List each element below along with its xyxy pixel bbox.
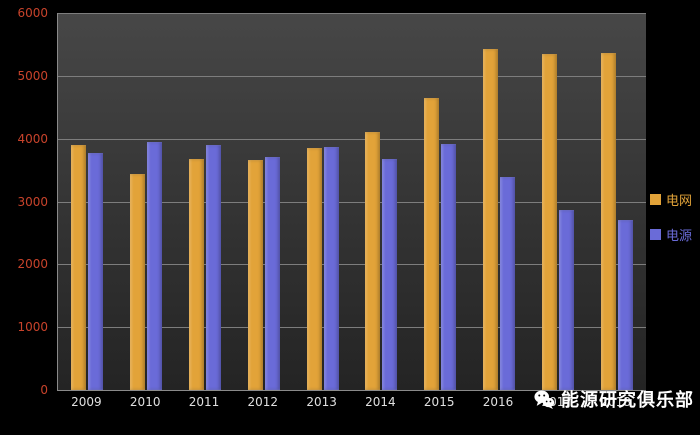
bar-series0-2009 bbox=[71, 144, 87, 390]
x-axis-labels: 2009 2010 2011 2012 2013 2014 2015 2016 2017 2018 bbox=[0, 395, 700, 415]
gridline bbox=[58, 138, 646, 140]
x-tick-label: 2010 bbox=[129, 395, 161, 409]
bar-group-2014 bbox=[352, 13, 411, 390]
bar-series1-2017 bbox=[558, 209, 574, 390]
bar-group-2013 bbox=[293, 13, 352, 390]
y-tick-label: 4000 bbox=[17, 131, 48, 146]
legend-item: 电源 bbox=[650, 225, 692, 244]
bar-series1-2013 bbox=[323, 147, 339, 390]
wechat-icon bbox=[534, 390, 555, 409]
gridline bbox=[58, 13, 646, 14]
bar-series1-2010 bbox=[147, 141, 163, 390]
x-tick-label: 2013 bbox=[306, 395, 337, 409]
y-tick-label: 0 bbox=[40, 383, 48, 397]
bar-group-2011 bbox=[176, 13, 235, 390]
legend-swatch bbox=[650, 194, 661, 205]
x-tick-label: 2016 bbox=[482, 395, 514, 409]
plot-area bbox=[57, 13, 646, 391]
bar-series1-2015 bbox=[441, 143, 457, 390]
bar-series1-2009 bbox=[88, 152, 104, 390]
bar-series0-2018 bbox=[600, 52, 616, 390]
gridline bbox=[58, 201, 646, 203]
gridline bbox=[58, 327, 646, 329]
bar-series0-2013 bbox=[306, 147, 322, 390]
legend-swatch bbox=[650, 229, 661, 240]
bar-series0-2011 bbox=[188, 158, 204, 390]
bar-series1-2016 bbox=[499, 177, 515, 390]
bar-series0-2017 bbox=[541, 54, 557, 390]
y-tick-label: 5000 bbox=[17, 68, 48, 83]
x-tick-label: 2018 bbox=[600, 395, 631, 409]
gridline bbox=[58, 264, 646, 266]
x-tick-label: 2015 bbox=[423, 395, 455, 409]
y-tick-label: 3000 bbox=[17, 194, 48, 209]
bar-series1-2014 bbox=[382, 159, 398, 390]
x-tick-label: 2011 bbox=[188, 395, 220, 409]
legend-label: 电源 bbox=[666, 229, 693, 244]
x-tick-label: 2014 bbox=[365, 395, 396, 409]
bar-group-2015 bbox=[411, 13, 470, 390]
bar-group-2016 bbox=[470, 13, 529, 390]
bar-group-2012 bbox=[234, 13, 293, 390]
y-axis-labels: 0 1000 2000 3000 4000 5000 6000 bbox=[0, 6, 50, 397]
y-tick-label: 2000 bbox=[17, 257, 48, 272]
x-tick-label: 2012 bbox=[247, 395, 279, 409]
legend-label: 电网 bbox=[666, 194, 693, 209]
y-tick-label: 6000 bbox=[17, 6, 48, 20]
bar-series1-2011 bbox=[205, 144, 221, 390]
bar-group-2009 bbox=[58, 13, 117, 390]
bar-series0-2010 bbox=[130, 174, 146, 390]
watermark: 能源研究俱乐部 bbox=[533, 386, 694, 412]
x-tick-label: 2009 bbox=[71, 395, 102, 409]
bar-group-2017 bbox=[528, 13, 587, 390]
bar-series1-2012 bbox=[264, 156, 280, 390]
bar-series0-2016 bbox=[482, 49, 498, 390]
legend: 电网 电源 bbox=[650, 190, 692, 244]
legend-item: 电网 bbox=[650, 190, 692, 209]
bar-series0-2015 bbox=[424, 98, 440, 390]
watermark-text: 能源研究俱乐部 bbox=[561, 390, 694, 411]
bar-series1-2018 bbox=[617, 219, 633, 390]
bar-group-2018 bbox=[587, 13, 646, 390]
bar-group-2010 bbox=[117, 13, 176, 390]
bar-series0-2012 bbox=[247, 160, 263, 390]
gridline bbox=[58, 75, 646, 77]
y-tick-label: 1000 bbox=[17, 320, 48, 335]
bar-series0-2014 bbox=[365, 131, 381, 390]
